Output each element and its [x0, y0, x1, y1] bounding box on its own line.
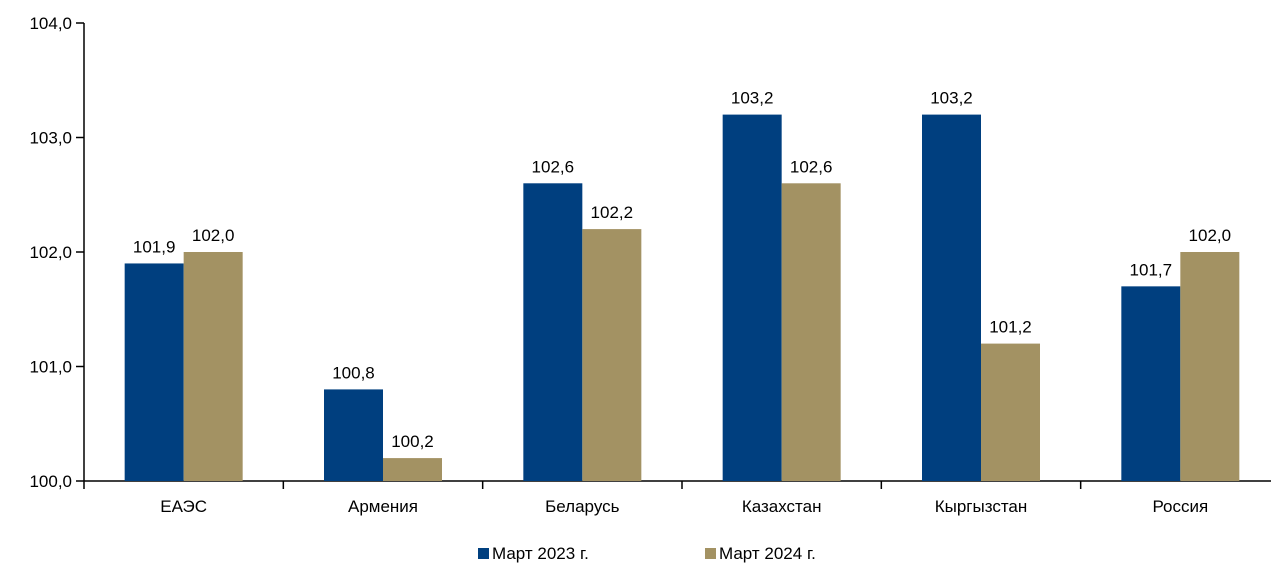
x-tick-label: Россия [1152, 497, 1208, 516]
x-tick-label: ЕАЭС [160, 497, 207, 516]
data-label: 103,2 [930, 89, 973, 108]
bar-2024 [1180, 252, 1240, 481]
y-tick-label: 100,0 [29, 472, 72, 491]
legend-label: Март 2023 г. [492, 544, 589, 563]
bar-2024 [383, 458, 442, 481]
data-label: 101,7 [1130, 260, 1173, 279]
y-tick-label: 101,0 [29, 358, 72, 377]
legend: Март 2023 г. Март 2024 г. [478, 544, 816, 563]
x-tick-label: Беларусь [545, 497, 619, 516]
y-tick-label: 104,0 [29, 14, 72, 33]
legend-swatch [705, 548, 716, 559]
data-label: 102,0 [192, 226, 235, 245]
x-tick-label: Армения [348, 497, 418, 516]
bar-2023 [722, 114, 782, 481]
bar-2024 [582, 229, 642, 481]
data-label: 103,2 [731, 89, 774, 108]
x-tick-label: Кыргызстан [935, 497, 1028, 516]
bar-2023 [1121, 286, 1181, 481]
bar-2024 [981, 343, 1040, 481]
data-label: 101,2 [989, 318, 1032, 337]
legend-swatch [478, 548, 489, 559]
bar-2023 [324, 389, 383, 481]
y-axis: 100,0 101,0 102,0 103,0 104,0 [29, 14, 85, 491]
data-label: 102,0 [1189, 226, 1232, 245]
bar-2024 [781, 183, 841, 482]
bar-2023 [523, 183, 583, 482]
data-labels: 101,9 102,0 100,8 100,2 102,6 102,2 103,2 102,6… [133, 89, 1231, 452]
data-label: 102,6 [532, 157, 575, 176]
x-tick-label: Казахстан [742, 497, 822, 516]
y-tick-label: 103,0 [29, 129, 72, 148]
x-axis: ЕАЭС Армения Беларусь Казахстан Кыргызстан Ро… [83, 480, 1271, 516]
legend-label: Март 2024 г. [719, 544, 816, 563]
data-label: 100,8 [332, 363, 375, 382]
bar-2023 [922, 114, 981, 481]
bars [124, 114, 1240, 482]
data-label: 102,2 [591, 203, 634, 222]
data-label: 100,2 [391, 432, 434, 451]
data-label: 102,6 [790, 157, 833, 176]
data-label: 101,9 [133, 237, 176, 256]
y-tick-label: 102,0 [29, 243, 72, 262]
bar-2023 [124, 263, 184, 481]
bar-2024 [183, 252, 243, 481]
